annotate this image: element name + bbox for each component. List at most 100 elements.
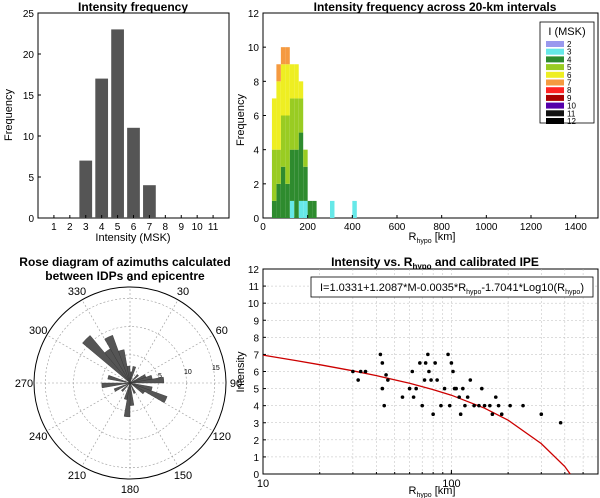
bar-I6-60km	[276, 81, 281, 150]
bar-I6-40km	[271, 98, 277, 150]
data-point	[431, 412, 435, 417]
equation-box: I=1.0331+1.2087*M-0.0035*Rhypo-1.7041*Lo…	[310, 276, 594, 298]
data-point	[447, 403, 452, 408]
rose-angle-label: 120	[213, 431, 231, 443]
y-tick-label: 4	[253, 402, 259, 413]
y-tick-label: 0	[28, 214, 34, 225]
data-point	[451, 369, 455, 374]
rose-radial-label: 5	[158, 373, 162, 380]
data-point	[442, 386, 447, 391]
legend-swatch-2	[546, 41, 564, 47]
data-point	[465, 395, 470, 399]
data-point	[380, 361, 385, 365]
chart1-y-axis-label: Frequency	[3, 89, 15, 141]
bar-I3-400km	[352, 200, 357, 218]
legend-swatch-6	[546, 71, 564, 78]
rose-bar-220	[121, 382, 131, 392]
y-tick-label: 20	[23, 50, 35, 61]
data-point	[400, 395, 405, 399]
legend-swatch-5	[546, 64, 564, 71]
bar-I3-160km	[298, 200, 304, 218]
bar-I5-100km	[285, 115, 290, 184]
data-point	[521, 403, 525, 408]
bar-I5-140km	[294, 98, 299, 150]
data-point	[461, 386, 465, 391]
bar-I7-100km	[285, 47, 290, 65]
data-point	[454, 386, 458, 391]
chart4-y-axis-label: Intensity	[235, 351, 247, 392]
legend-swatch-8	[546, 87, 564, 94]
x-tick-label: 200	[299, 222, 316, 233]
data-point	[558, 420, 563, 425]
rose-spoke	[129, 382, 179, 467]
y-tick-label: 2	[253, 436, 259, 447]
rose-angle-label: 180	[121, 484, 139, 496]
x-tick-label: 1200	[520, 222, 543, 233]
bar-I6-80km	[280, 64, 286, 116]
legend-label-7: 7	[567, 79, 572, 88]
y-tick-label: 4	[253, 146, 259, 157]
bar-I5-40km	[271, 149, 277, 201]
x-tick-label: 0	[260, 222, 266, 233]
data-point	[382, 403, 387, 408]
chart4-title: Intensity vs. Rhypo and calibrated IPE	[331, 255, 539, 271]
data-point	[422, 378, 427, 382]
data-point	[420, 403, 425, 408]
data-point	[488, 403, 492, 408]
data-point	[435, 378, 439, 382]
y-tick-label: 25	[23, 9, 35, 20]
legend-label-9: 9	[567, 94, 572, 103]
y-tick-label: 15	[23, 91, 35, 102]
y-tick-label: 12	[248, 9, 260, 20]
y-tick-label: 8	[253, 77, 259, 88]
x-tick-label: 3	[83, 222, 89, 233]
rose-angle-label: 240	[29, 431, 47, 443]
data-point	[490, 412, 495, 417]
bar-I4-200km	[307, 200, 313, 218]
rose-angle-label: 90	[230, 378, 242, 390]
data-point	[472, 403, 476, 408]
chart3-subtitle: between IDPs and epicentre	[45, 269, 205, 283]
rose-angle-label: 300	[29, 325, 47, 337]
data-point	[426, 352, 430, 357]
legend-title: I (MSK)	[548, 26, 585, 38]
legend-swatch-9	[546, 94, 564, 101]
legend-label-3: 3	[567, 48, 572, 57]
bar-I4-60km	[276, 183, 281, 218]
distance-frequency-chart: Intensity frequency across 20-km interva…	[235, 0, 599, 245]
bar-intensity-5	[111, 29, 124, 219]
rose-spoke	[129, 299, 179, 384]
rose-angle-label: 270	[15, 378, 33, 390]
x-tick-label: 400	[344, 222, 361, 233]
data-point	[479, 386, 484, 391]
data-point	[446, 352, 450, 357]
intensity-vs-distance-chart: Intensity vs. Rhypo and calibrated IPE 1…	[235, 255, 599, 498]
rose-bar-110	[129, 382, 168, 404]
legend-label-2: 2	[567, 40, 572, 49]
legend-label-10: 10	[567, 102, 576, 111]
legend-swatch-12	[546, 118, 564, 124]
bar-intensity-3	[79, 160, 93, 218]
rose-angle-label: 330	[68, 286, 86, 298]
x-tick-label: 100	[442, 478, 460, 490]
legend-label-4: 4	[567, 55, 572, 64]
rose-angle-label: 30	[177, 286, 189, 298]
bar-I4-120km	[289, 149, 295, 201]
rose-bar-120	[129, 382, 145, 395]
rose-bar-10	[129, 366, 137, 384]
chart2-title: Intensity frequency across 20-km interva…	[314, 0, 557, 14]
data-point	[433, 361, 437, 365]
bar-I5-60km	[276, 149, 281, 184]
x-tick-label: 11	[208, 222, 219, 233]
data-point	[493, 395, 498, 399]
ipe-curve	[262, 354, 571, 475]
x-tick-label: 10	[257, 478, 269, 490]
data-point	[439, 403, 443, 408]
rose-radial-label: 15	[212, 365, 220, 372]
data-point	[482, 403, 487, 408]
bar-I4-80km	[280, 166, 286, 218]
y-tick-label: 10	[248, 299, 260, 310]
bar-I5-180km	[303, 149, 308, 167]
